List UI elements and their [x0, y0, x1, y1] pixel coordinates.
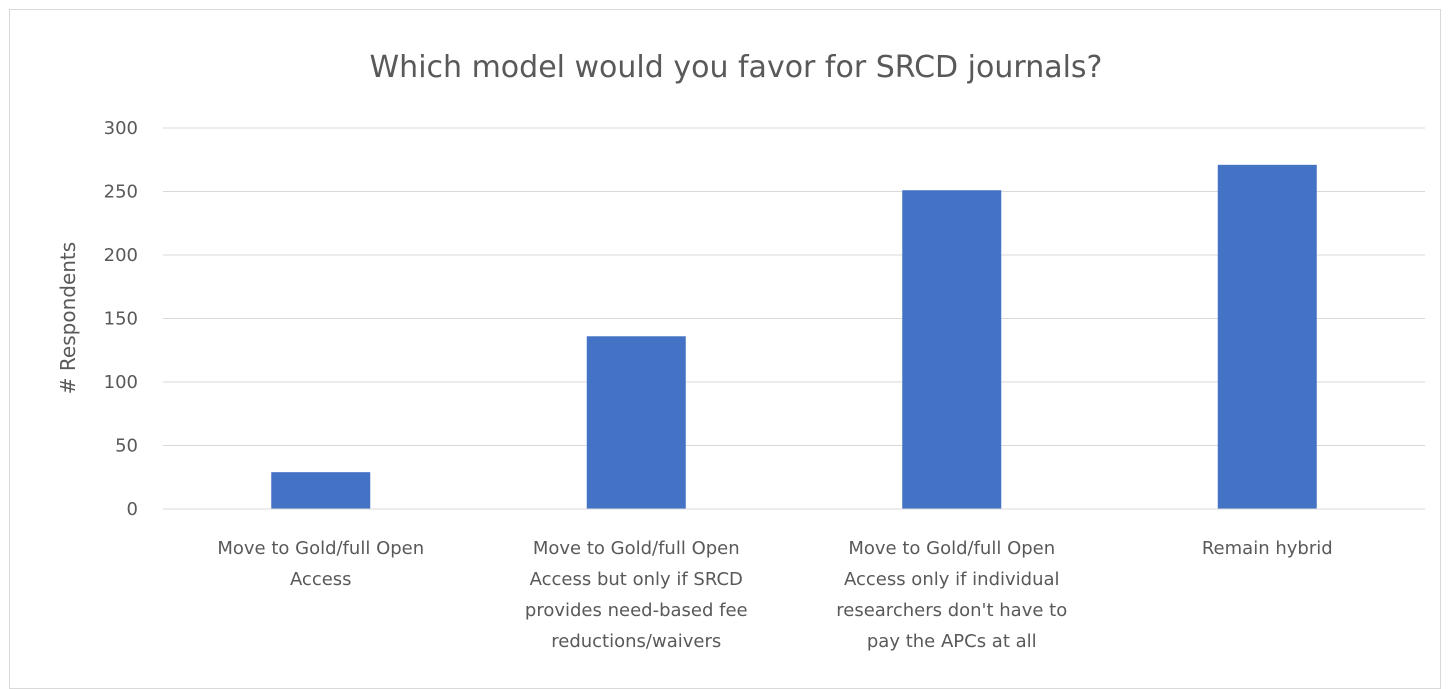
bar — [1217, 164, 1317, 509]
x-category-label: Access but only if SRCD — [530, 569, 743, 590]
bar — [902, 190, 1002, 510]
y-tick-label: 200 — [104, 245, 138, 266]
y-tick-label: 250 — [104, 182, 138, 203]
bars — [271, 164, 1317, 510]
gridlines — [163, 127, 1425, 446]
y-tick-label: 100 — [104, 372, 138, 393]
y-axis-label: # Respondents — [56, 242, 80, 394]
x-category-label: Move to Gold/full Open — [533, 538, 740, 559]
y-tick-label: 150 — [104, 309, 138, 330]
x-category-label: pay the APCs at all — [867, 631, 1037, 652]
chart-frame — [9, 9, 1441, 689]
chart-title: Which model would you favor for SRCD jou… — [370, 50, 1103, 85]
y-axis-ticks: 0 50 100 150 200 250 300 — [104, 118, 138, 520]
bar — [271, 472, 371, 509]
y-tick-label: 50 — [115, 436, 138, 457]
y-tick-label: 300 — [104, 118, 138, 139]
x-category-label: Remain hybrid — [1202, 538, 1333, 559]
x-axis-categories: Move to Gold/full Open Access Move to Gold… — [217, 538, 1332, 652]
x-category-label: Move to Gold/full Open — [217, 538, 424, 559]
x-category-label: Move to Gold/full Open — [848, 538, 1055, 559]
y-tick-label: 0 — [127, 499, 138, 520]
x-category-label: Access — [290, 569, 352, 590]
x-category-label: Access only if individual — [844, 569, 1060, 590]
x-category-label: provides need-based fee — [525, 600, 748, 621]
x-category-label: researchers don't have to — [836, 600, 1067, 621]
x-category-label: reductions/waivers — [551, 631, 721, 652]
bar — [586, 336, 686, 509]
